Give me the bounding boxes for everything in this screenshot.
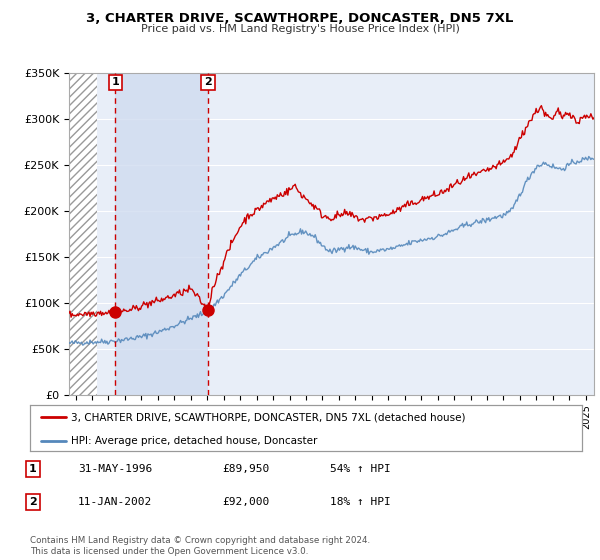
Text: 11-JAN-2002: 11-JAN-2002 [78,497,152,507]
Text: 1: 1 [112,77,119,87]
Text: 54% ↑ HPI: 54% ↑ HPI [330,464,391,474]
Text: £89,950: £89,950 [222,464,269,474]
Text: 3, CHARTER DRIVE, SCAWTHORPE, DONCASTER, DN5 7XL: 3, CHARTER DRIVE, SCAWTHORPE, DONCASTER,… [86,12,514,25]
Bar [115,73,208,395]
Text: Contains HM Land Registry data © Crown copyright and database right 2024.
This d: Contains HM Land Registry data © Crown c… [30,536,370,556]
Text: 18% ↑ HPI: 18% ↑ HPI [330,497,391,507]
Text: 31-MAY-1996: 31-MAY-1996 [78,464,152,474]
Text: 2: 2 [204,77,212,87]
Text: Price paid vs. HM Land Registry's House Price Index (HPI): Price paid vs. HM Land Registry's House … [140,24,460,34]
Text: HPI: Average price, detached house, Doncaster: HPI: Average price, detached house, Donc… [71,436,318,446]
Text: 2: 2 [29,497,37,507]
Text: 1: 1 [29,464,37,474]
Text: 3, CHARTER DRIVE, SCAWTHORPE, DONCASTER, DN5 7XL (detached house): 3, CHARTER DRIVE, SCAWTHORPE, DONCASTER,… [71,412,466,422]
Text: £92,000: £92,000 [222,497,269,507]
Bar [69,73,97,395]
